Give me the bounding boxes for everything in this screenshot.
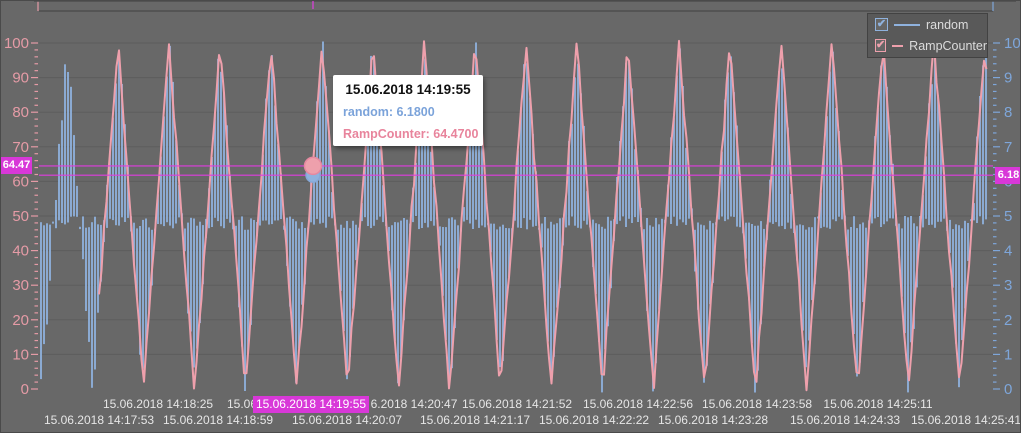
legend-item-random[interactable]: ✔ random bbox=[868, 14, 987, 35]
left-axis-tick-label: 50 bbox=[12, 208, 29, 225]
tooltip-row-rampcounter: RampCounter: 64.4700 bbox=[343, 127, 479, 141]
legend-line-swatch bbox=[892, 44, 904, 47]
left-axis-tick-label: 70 bbox=[12, 139, 29, 156]
x-axis-label: 15.06.2018 14:23:58 bbox=[702, 397, 812, 411]
cursor-point-rampcounter bbox=[303, 156, 323, 176]
x-axis-label: 15.06.2018 14:24:33 bbox=[790, 413, 900, 427]
x-axis-label: 15.06.2018 14:25:11 bbox=[823, 397, 933, 411]
left-axis-cursor-flag: 64.47 bbox=[1, 157, 32, 174]
x-axis-label: 15.06.2018 14:23:28 bbox=[658, 413, 768, 427]
right-axis-tick-label: 8 bbox=[1004, 104, 1012, 121]
right-axis-tick-label: 7 bbox=[1004, 139, 1012, 156]
legend-item-rampcounter[interactable]: ✔ RampCounter bbox=[868, 35, 987, 56]
x-axis-label: 15.06.2018 14:18:59 bbox=[163, 413, 273, 427]
right-axis-tick-label: 10 bbox=[1004, 35, 1021, 52]
x-axis-label: 15.06.2018 14:22:56 bbox=[583, 397, 693, 411]
x-axis: 15.06.2018 14:18:25 15.06 6.2018 14:20:47 1… bbox=[34, 1, 1021, 427]
tooltip: 15.06.2018 14:19:55 random: 6.1800 RampCo… bbox=[333, 75, 483, 146]
x-axis-label: 6.2018 14:20:47 bbox=[371, 397, 458, 411]
tooltip-title: 15.06.2018 14:19:55 bbox=[345, 82, 471, 97]
left-axis-tick-label: 40 bbox=[12, 243, 29, 260]
legend-checkbox-random[interactable]: ✔ bbox=[875, 18, 888, 31]
cursor[interactable] bbox=[39, 1, 993, 183]
x-axis-label: 15.06.2018 14:21:52 bbox=[462, 397, 572, 411]
legend-line-swatch bbox=[894, 23, 920, 26]
right-axis-tick-label: 9 bbox=[1004, 70, 1012, 87]
left-axis-tick-label: 100 bbox=[4, 35, 29, 52]
left-axis-tick-label: 90 bbox=[12, 70, 29, 87]
left-axis-tick-label: 0 bbox=[21, 381, 29, 398]
right-axis-tick-label: 4 bbox=[1004, 243, 1012, 260]
left-axis-tick-label: 80 bbox=[12, 104, 29, 121]
right-axis-tick-label: 3 bbox=[1004, 277, 1012, 294]
x-axis-cursor-label: 15.06.2018 14:19:55 bbox=[253, 396, 369, 413]
right-axis: 012345678910 bbox=[992, 1, 1021, 398]
right-axis-tick-label: 2 bbox=[1004, 312, 1012, 329]
x-axis-label: 15.06.2018 14:17:53 bbox=[44, 413, 154, 427]
x-axis-label: 15.06 bbox=[227, 397, 257, 411]
left-axis-tick-label: 10 bbox=[12, 346, 29, 363]
tooltip-row-random: random: 6.1800 bbox=[343, 105, 435, 119]
x-axis-label: 15.06.2018 14:18:25 bbox=[103, 397, 213, 411]
right-axis-cursor-flag: 6.18 bbox=[995, 167, 1020, 184]
right-axis-tick-label: 1 bbox=[1004, 346, 1012, 363]
legend-label: random bbox=[926, 17, 969, 32]
left-axis-tick-label: 30 bbox=[12, 277, 29, 294]
left-axis-tick-label: 20 bbox=[12, 312, 29, 329]
legend-checkbox-rampcounter[interactable]: ✔ bbox=[875, 39, 887, 52]
series-rampcounter bbox=[98, 38, 988, 392]
left-axis: 0 10 20 30 40 50 60 70 80 90 100 bbox=[4, 1, 39, 398]
right-axis-tick-label: 0 bbox=[1004, 381, 1012, 398]
x-axis-label: 15.06.2018 14:22:22 bbox=[539, 413, 649, 427]
x-axis-label: 15.06.2018 14:25:41 bbox=[911, 413, 1021, 427]
left-axis-tick-label: 60 bbox=[12, 173, 29, 190]
x-axis-label: 15.06.2018 14:21:17 bbox=[420, 413, 530, 427]
right-axis-tick-label: 5 bbox=[1004, 208, 1012, 225]
x-axis-label: 15.06.2018 14:20:07 bbox=[292, 413, 402, 427]
legend: ✔ random ✔ RampCounter bbox=[867, 13, 988, 58]
legend-label: RampCounter bbox=[909, 38, 987, 53]
